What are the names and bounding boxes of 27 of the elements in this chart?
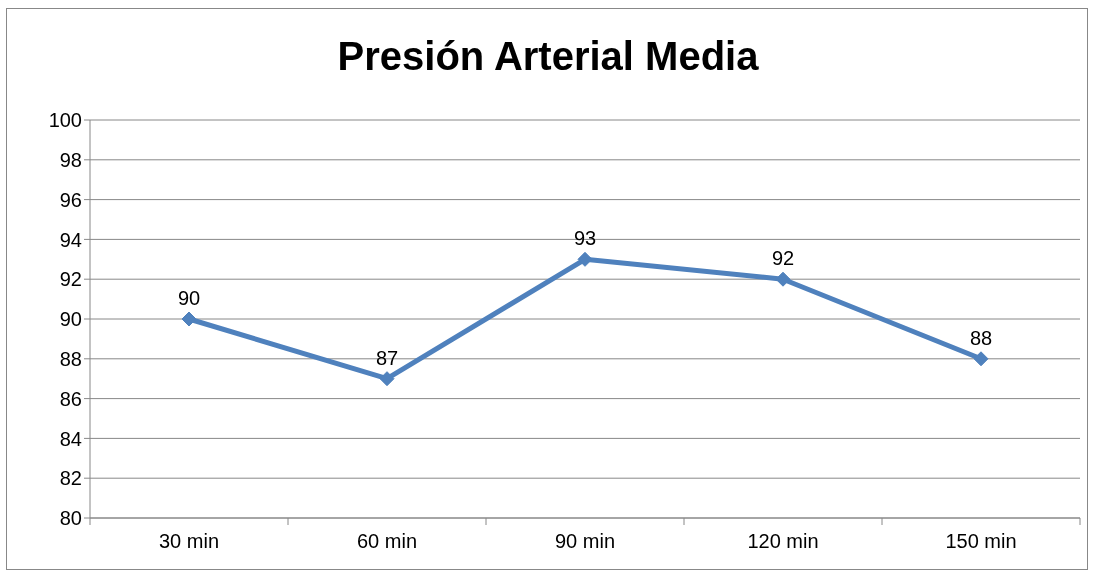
data-label: 90 [177, 287, 201, 309]
point [973, 351, 989, 367]
y-tick-label: 80 [59, 507, 82, 530]
y-tick-label: 96 [59, 188, 82, 211]
point [775, 271, 791, 287]
x-tick-label: 90 min [554, 530, 616, 552]
y-tick-label: 84 [59, 427, 82, 450]
y-tick-label: 92 [59, 268, 82, 291]
x-tick-label: 60 min [356, 530, 418, 552]
data-label: 93 [573, 227, 597, 250]
y-tick-label: 82 [59, 467, 82, 490]
y-tick-label: 100 [48, 109, 82, 132]
data-label: 88 [969, 326, 993, 349]
chart-title: Presión Arterial Media [336, 34, 760, 79]
y-tick-label: 94 [59, 228, 82, 251]
x-tick-label: 120 min [747, 530, 819, 552]
y-tick-label: 86 [59, 387, 82, 410]
x-tick-label: 30 min [158, 530, 220, 552]
y-tick-label: 90 [59, 308, 82, 331]
data-label: 87 [375, 346, 399, 369]
y-tick-label: 88 [59, 347, 82, 370]
point [181, 311, 197, 327]
x-tick-label: 150 min [945, 530, 1017, 552]
point [379, 371, 395, 387]
data-label: 92 [771, 247, 795, 270]
y-tick-label: 98 [59, 148, 82, 171]
point [577, 251, 593, 267]
